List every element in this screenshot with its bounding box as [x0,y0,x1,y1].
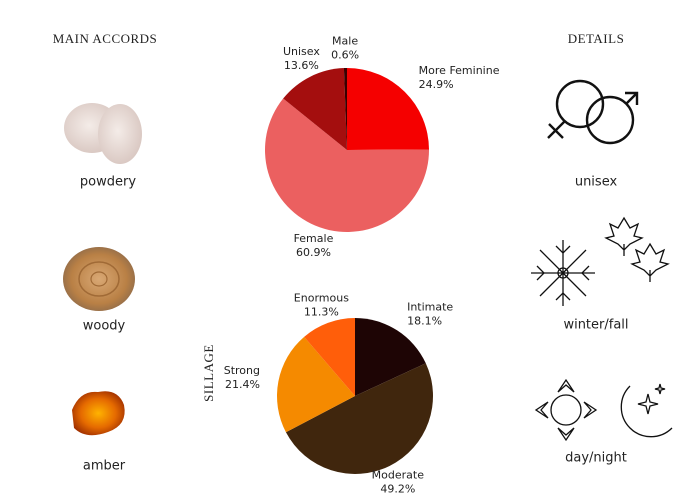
slice-value: 21.4% [225,378,260,391]
pie-slice [283,68,347,150]
season-icon [531,216,670,306]
accord-icon [72,391,125,436]
slice-value: 18.1% [407,314,442,327]
slice-label: Strong [224,364,260,377]
pie-slice [285,363,433,474]
detail-label: unisex [575,175,618,190]
slice-value: 0.6% [331,48,359,61]
slice-value: 13.6% [284,59,319,72]
section-title: DETAILS [568,31,625,46]
daynight-icon [534,378,673,442]
pie-slice [265,98,429,232]
slice-label: Intimate [407,300,453,313]
detail-label: winter/fall [563,318,628,333]
pie-slice [343,68,347,150]
slice-value: 24.9% [419,78,454,91]
accord-label: powdery [80,175,136,190]
slice-value: 11.3% [304,305,339,318]
slice-label: Male [332,34,358,47]
slice-label: More Feminine [419,64,500,77]
chart-title: SILLAGE [201,344,216,402]
slice-label: Female [294,232,334,245]
detail-label: day/night [565,451,627,466]
accord-icon [64,103,142,164]
accord-label: amber [83,459,126,474]
slice-value: 60.9% [296,246,331,259]
accord-label: woody [83,319,126,334]
pie-slice [347,68,429,150]
pie-slice [355,318,426,396]
slice-label: Moderate [372,469,425,482]
slice-value: 49.2% [380,483,415,496]
slice-label: Enormous [294,291,349,304]
section-title: MAIN ACCORDS [53,31,158,46]
pie-slice [304,318,355,396]
slice-label: Unisex [283,45,320,58]
pie-slice [277,336,355,433]
accord-icon [63,247,135,311]
gender-icon [547,79,639,145]
